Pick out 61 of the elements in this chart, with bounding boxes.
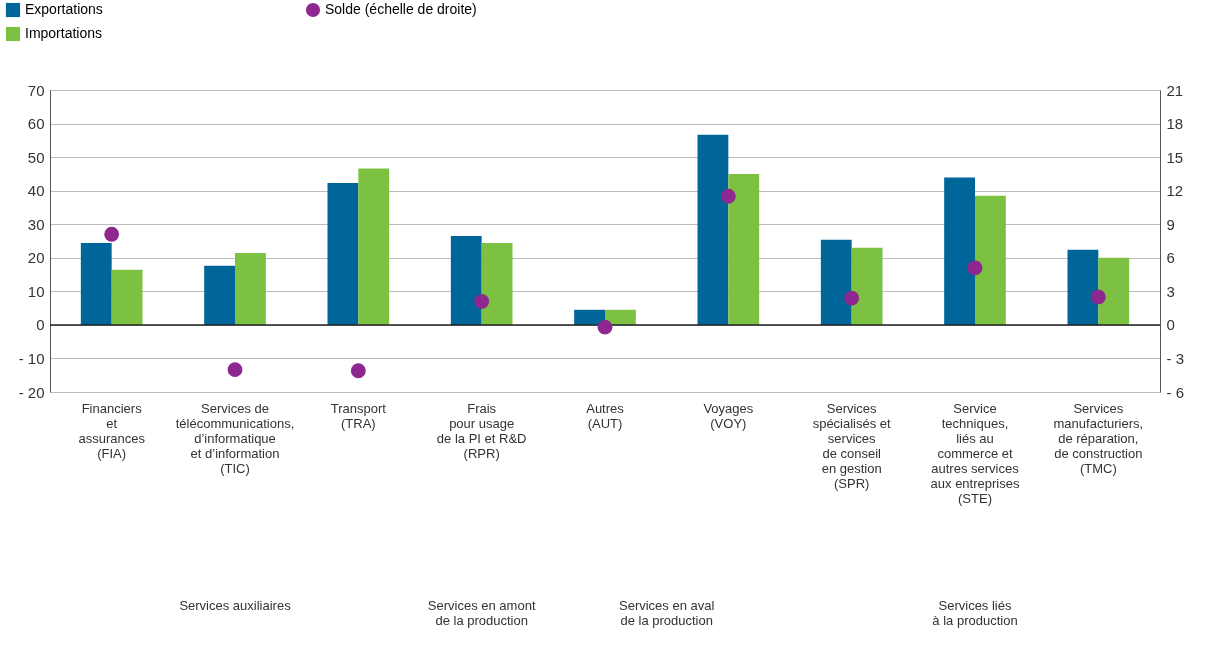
point: [1090, 289, 1106, 305]
bar: [944, 177, 975, 325]
point: [227, 362, 243, 378]
y2-tick-label: 6: [1166, 249, 1175, 267]
bar: [728, 173, 760, 325]
bar: [80, 243, 112, 325]
point: [720, 188, 736, 204]
y-tick-label: 50: [27, 148, 45, 166]
legend-label: Importations: [25, 25, 103, 41]
x-tick-label: Autres (AUT): [586, 400, 625, 431]
y2-tick-label: 9: [1166, 215, 1175, 233]
point: [844, 290, 860, 306]
bar: [851, 247, 883, 325]
y-tick-label: 30: [27, 215, 45, 233]
y2-tick-label: 3: [1166, 282, 1175, 300]
bar: [1098, 257, 1130, 325]
text: Services auxiliaires: [179, 598, 292, 613]
y-tick-label: 60: [27, 115, 45, 133]
bar: [820, 239, 852, 325]
y-tick-label: 0: [36, 316, 45, 334]
y-tick-label: - 20: [18, 383, 45, 401]
text: Services en amont de la production: [427, 598, 536, 628]
legend-label: Solde (échelle de droite): [325, 1, 477, 17]
bar: [235, 253, 266, 325]
bar: [975, 195, 1006, 325]
y-tick-label: 10: [27, 282, 45, 300]
bar: [327, 182, 359, 325]
point: [104, 226, 120, 242]
point: [474, 294, 490, 309]
text: Services liés à la production: [932, 598, 1018, 628]
x-tick-label: Frais pour usage de la PI et R&D (RPR): [436, 400, 527, 461]
x-tick-label: Voyages (VOY): [703, 400, 754, 431]
legend-label: Exportations: [25, 1, 103, 17]
text: Services en aval de la production: [618, 598, 715, 628]
x-tick-label: Financiers et assurances (FIA): [78, 400, 146, 461]
y-tick-label: 20: [27, 249, 45, 267]
y2-tick-label: - 3: [1166, 349, 1185, 367]
y-tick-label: - 10: [18, 349, 45, 367]
point: [597, 319, 613, 335]
bar: [111, 269, 143, 325]
x-tick-label: Services manufacturiers, de réparation, de construction (TMC): [1053, 400, 1144, 476]
x-tick-label: Services spécialisés et services de conseil en gestion (SPR): [812, 400, 892, 491]
y2-tick-label: 0: [1166, 316, 1175, 334]
y-tick-label: 70: [27, 81, 45, 99]
point: [967, 260, 983, 276]
bar: [481, 243, 513, 325]
x-tick-label: Transport (TRA): [330, 400, 387, 431]
y2-tick-label: 15: [1166, 148, 1184, 166]
bar: [358, 168, 390, 325]
y-tick-label: 40: [27, 182, 45, 200]
x-tick-label: Service techniques, liés au commerce et autres services aux entreprises (STE): [930, 400, 1020, 506]
bar: [1067, 249, 1099, 325]
y2-tick-label: - 6: [1166, 383, 1185, 401]
point: [350, 363, 366, 379]
x-tick-label: Services de télécommunications, d’informatique et d’information (TIC): [175, 400, 295, 476]
bar: [450, 235, 482, 325]
bar: [204, 265, 235, 325]
y2-tick-label: 21: [1166, 81, 1184, 99]
bar: [697, 134, 729, 325]
y2-tick-label: 12: [1166, 182, 1184, 200]
y2-tick-label: 18: [1166, 115, 1184, 133]
